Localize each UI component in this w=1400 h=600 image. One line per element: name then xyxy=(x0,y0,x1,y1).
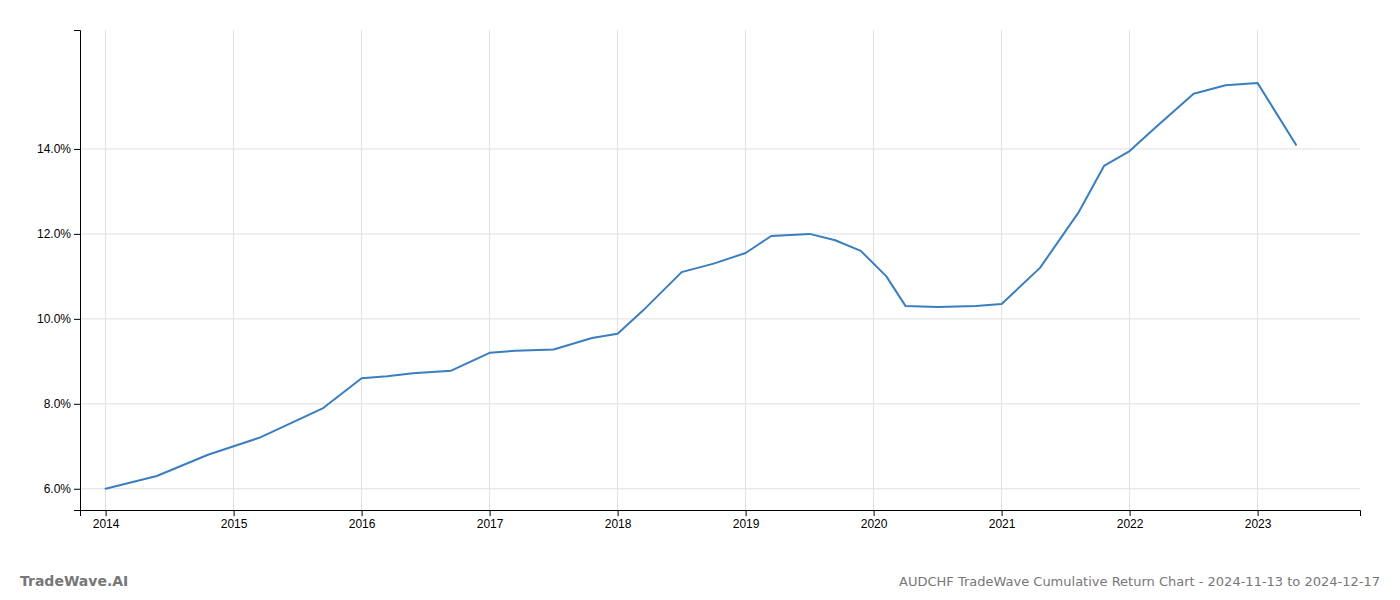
grid-line xyxy=(617,30,618,510)
tick-label: 6.0% xyxy=(44,482,72,496)
tick-label: 2014 xyxy=(93,517,120,531)
tick: 2015 xyxy=(221,510,248,531)
grid-line xyxy=(105,30,106,510)
tick-label: 2018 xyxy=(605,517,632,531)
grid-line xyxy=(233,30,234,510)
tick-label: 2021 xyxy=(989,517,1016,531)
tick-mark xyxy=(618,510,619,516)
y-axis: 6.0% 8.0% 10.0% 12.0% 14.0% xyxy=(37,31,81,511)
tick-mark xyxy=(74,404,80,405)
tick-label: 2022 xyxy=(1117,517,1144,531)
line xyxy=(106,83,1296,489)
x-axis: 2014 2015 2016 2017 2018 2019 2020 2021 2022 2023 xyxy=(81,510,1361,531)
tick-mark xyxy=(74,489,80,490)
tick-label: 2016 xyxy=(349,517,376,531)
tick: 8.0% xyxy=(44,397,80,411)
tick: 2019 xyxy=(733,510,760,531)
tick-label: 8.0% xyxy=(44,397,72,411)
tick-mark xyxy=(490,510,491,516)
tick-label: 14.0% xyxy=(37,142,71,156)
tick-mark xyxy=(234,510,235,516)
tick: 2022 xyxy=(1117,510,1144,531)
tick: 2023 xyxy=(1245,510,1272,531)
tick-mark xyxy=(874,510,875,516)
tick: 2016 xyxy=(349,510,376,531)
grid-line xyxy=(1001,30,1002,510)
grid-line xyxy=(745,30,746,510)
grid-line xyxy=(80,488,1360,489)
tick: 2017 xyxy=(477,510,504,531)
grid-line xyxy=(489,30,490,510)
grid-line xyxy=(80,148,1360,149)
annotation: TradeWave.AI xyxy=(20,573,128,589)
tick-label: 10.0% xyxy=(37,312,71,326)
tick-label: 2019 xyxy=(733,517,760,531)
plot-area xyxy=(106,83,1296,489)
tick-mark xyxy=(74,234,80,235)
grid-line xyxy=(361,30,362,510)
axis-line xyxy=(81,511,1361,517)
tick: 2021 xyxy=(989,510,1016,531)
tick: 14.0% xyxy=(37,142,80,156)
tick-label: 2023 xyxy=(1245,517,1272,531)
tick: 2014 xyxy=(93,510,120,531)
tick-mark xyxy=(106,510,107,516)
tick: 12.0% xyxy=(37,227,80,241)
tick-label: 2015 xyxy=(221,517,248,531)
tick: 2020 xyxy=(861,510,888,531)
grid xyxy=(80,30,1360,510)
grid-line xyxy=(80,233,1360,234)
tick-mark xyxy=(74,149,80,150)
tick-label: 2017 xyxy=(477,517,504,531)
tick-mark xyxy=(746,510,747,516)
title: AUDCHF TradeWave Cumulative Return Chart… xyxy=(899,574,1380,589)
tick-mark xyxy=(74,319,80,320)
tick-mark xyxy=(1258,510,1259,516)
tick-label: 12.0% xyxy=(37,227,71,241)
tick-label: 2020 xyxy=(861,517,888,531)
tick-mark xyxy=(1002,510,1003,516)
tick: 10.0% xyxy=(37,312,80,326)
grid-line xyxy=(80,318,1360,319)
chart: 2014 2015 2016 2017 2018 2019 2020 2021 2022 2023… xyxy=(0,0,1400,600)
axis-line xyxy=(74,31,81,511)
grid-line xyxy=(873,30,874,510)
tick-mark xyxy=(362,510,363,516)
tick: 2018 xyxy=(605,510,632,531)
grid-line xyxy=(1257,30,1258,510)
grid-line xyxy=(80,403,1360,404)
tick: 6.0% xyxy=(44,482,80,496)
grid-line xyxy=(1129,30,1130,510)
tick-mark xyxy=(1130,510,1131,516)
